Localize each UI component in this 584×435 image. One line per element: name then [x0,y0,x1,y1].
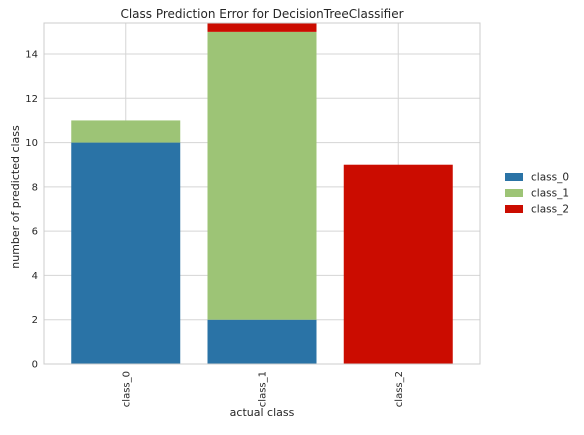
x-tick-label: class_1 [258,371,269,407]
legend-swatch-class_1 [505,189,523,197]
y-tick-label: 14 [25,50,38,61]
bar-class_1-class_0 [207,319,317,364]
bar-class_1-class_1 [207,31,317,320]
legend-swatch-class_0 [505,173,523,181]
y-axis-title: number of predicted class [9,125,22,269]
x-tick-label: class_2 [394,371,405,407]
legend: class_0 class_1 class_2 [505,172,569,216]
bar-class_1-class_2 [207,23,317,32]
axes: 0 2 4 6 8 10 12 14 class_0 class_1 class_2 [25,22,481,407]
bars [71,23,453,364]
legend-swatch-class_2 [505,205,523,213]
legend-label-class_0: class_0 [531,172,569,184]
y-tick-label: 4 [32,271,38,282]
y-tick-label: 0 [32,360,38,371]
legend-label-class_2: class_2 [531,204,569,216]
bar-class_0-class_1 [71,120,181,143]
plot-border [43,22,481,365]
bar-stacks [71,23,453,364]
bar-class_2-class_2 [343,164,453,364]
y-tick-label: 10 [25,138,38,149]
x-axis-title: actual class [230,406,295,419]
y-tick-label: 8 [32,182,38,193]
chart-title: Class Prediction Error for DecisionTreeC… [120,7,403,21]
bar-class_0-class_0 [71,142,181,364]
legend-label-class_1: class_1 [531,188,569,200]
y-tick-label: 2 [32,315,38,326]
y-tick-label: 6 [32,227,38,238]
y-tick-label: 12 [25,94,38,105]
x-tick-label: class_0 [121,371,132,407]
